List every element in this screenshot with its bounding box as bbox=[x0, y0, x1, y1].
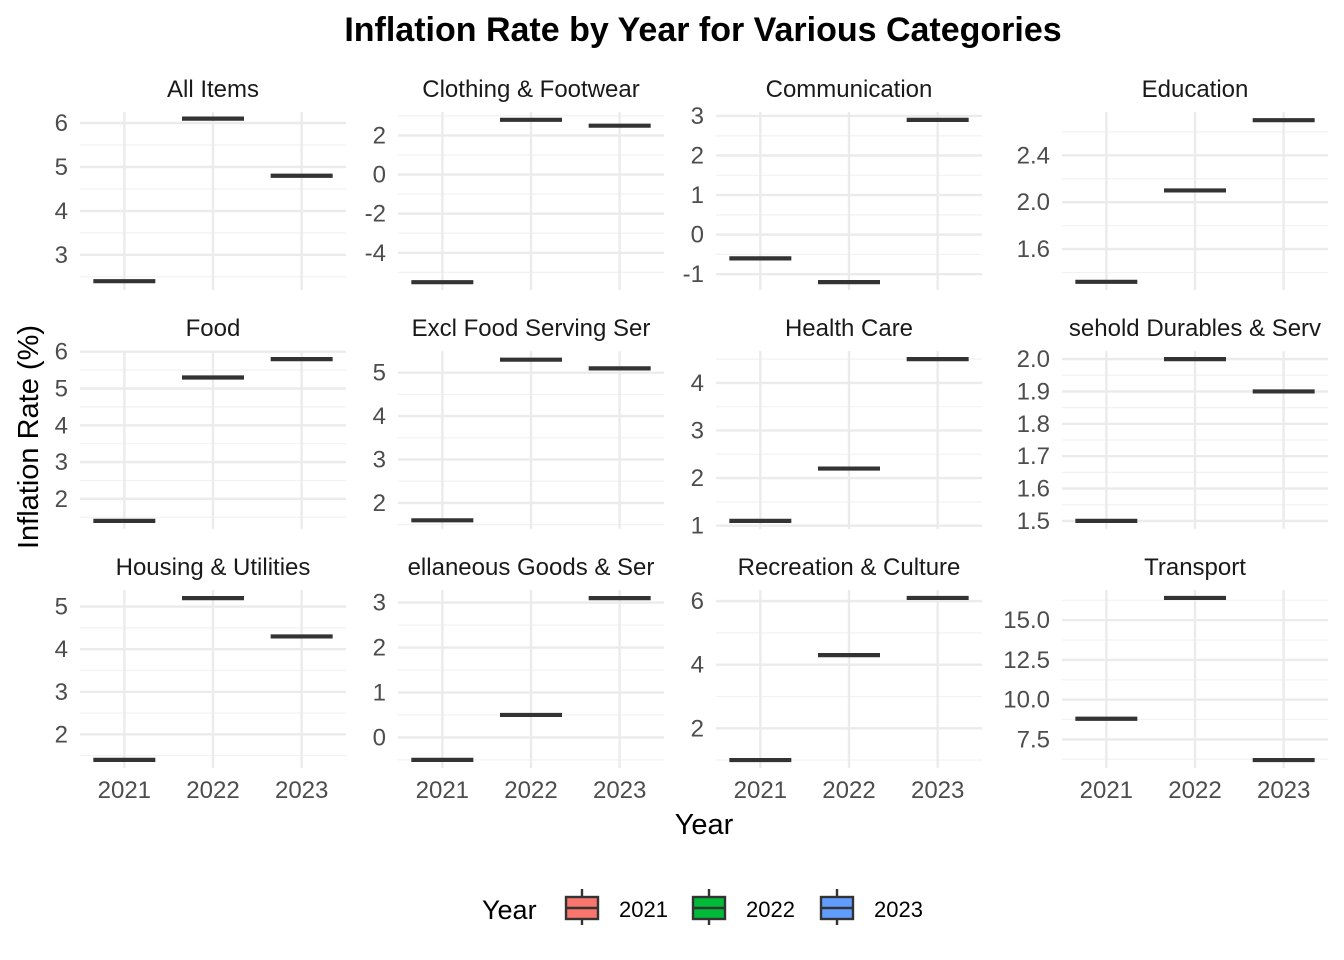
y-tick-label: 4 bbox=[55, 198, 68, 225]
facet-strip-label: All Items bbox=[167, 76, 259, 103]
y-tick-label: 1 bbox=[691, 182, 704, 209]
y-tick-label: 3 bbox=[691, 417, 704, 444]
y-tick-label: 10.0 bbox=[1003, 687, 1050, 714]
x-tick-label: 2021 bbox=[416, 777, 469, 804]
legend: Year 2021 2022 2023 bbox=[482, 889, 923, 925]
y-tick-label: 3 bbox=[55, 449, 68, 476]
x-tick-label: 2022 bbox=[186, 777, 239, 804]
y-tick-label: 2 bbox=[55, 486, 68, 513]
y-tick-label: 2 bbox=[373, 490, 386, 517]
x-tick-label: 2022 bbox=[504, 777, 557, 804]
panel-transport: Transport 7.5 10.0 12.5 15.0 2021 2022 2023 bbox=[1003, 554, 1328, 804]
y-tick-label: 1.7 bbox=[1017, 443, 1050, 470]
y-axis-title: Inflation Rate (%) bbox=[13, 325, 45, 549]
y-tick-label: 4 bbox=[691, 370, 704, 397]
facet-strip-label: sehold Durables & Serv bbox=[1069, 315, 1321, 342]
panel-recreation-culture: Recreation & Culture 2 4 6 2021 2022 2023 bbox=[691, 554, 982, 804]
facet-strip-label: Education bbox=[1142, 76, 1249, 103]
legend-label: 2021 bbox=[619, 897, 668, 922]
panel-housing-utilities: Housing & Utilities 2 3 4 5 2021 2022 2023 bbox=[55, 554, 346, 804]
legend-entry-2022: 2022 bbox=[691, 889, 795, 925]
y-tick-label: -4 bbox=[365, 240, 386, 267]
y-tick-label: 2 bbox=[373, 122, 386, 149]
y-tick-label: 4 bbox=[373, 403, 386, 430]
y-tick-label: 2.4 bbox=[1017, 142, 1050, 169]
y-tick-label: 3 bbox=[373, 590, 386, 617]
legend-label: 2022 bbox=[746, 897, 795, 922]
y-tick-label: 2 bbox=[691, 465, 704, 492]
y-tick-label: 4 bbox=[691, 652, 704, 679]
x-tick-label: 2021 bbox=[734, 777, 787, 804]
y-tick-label: 5 bbox=[55, 376, 68, 403]
legend-entry-2021: 2021 bbox=[564, 889, 668, 925]
y-tick-label: 5 bbox=[373, 360, 386, 387]
y-tick-label: 1 bbox=[691, 513, 704, 540]
y-tick-label: 7.5 bbox=[1017, 726, 1050, 753]
chart-title: Inflation Rate by Year for Various Categ… bbox=[344, 11, 1061, 49]
facet-strip-label: Transport bbox=[1144, 554, 1246, 581]
x-tick-label: 2021 bbox=[1080, 777, 1133, 804]
y-tick-label: 0 bbox=[691, 222, 704, 249]
panel-sehold-durables-serv: sehold Durables & Serv 1.5 1.6 1.7 1.8 1.9 2.0 bbox=[1017, 315, 1328, 535]
panel-communication: Communication -1 0 1 2 3 bbox=[683, 76, 982, 290]
y-tick-label: 6 bbox=[55, 339, 68, 366]
x-tick-label: 2023 bbox=[911, 777, 964, 804]
panel-education: Education 1.6 2.0 2.4 bbox=[1017, 76, 1328, 290]
facet-strip-label: Recreation & Culture bbox=[738, 554, 961, 581]
facet-strip-label: Housing & Utilities bbox=[116, 554, 311, 581]
y-tick-label: 2.0 bbox=[1017, 346, 1050, 373]
y-tick-label: 2.0 bbox=[1017, 189, 1050, 216]
y-tick-label: -2 bbox=[365, 201, 386, 228]
facet-strip-label: Health Care bbox=[785, 315, 913, 342]
y-tick-label: 1.9 bbox=[1017, 378, 1050, 405]
y-tick-label: 1 bbox=[373, 679, 386, 706]
facet-strip-label: Food bbox=[186, 315, 241, 342]
y-tick-label: 4 bbox=[55, 636, 68, 663]
x-axis-title: Year bbox=[675, 809, 734, 841]
y-tick-label: 1.6 bbox=[1017, 236, 1050, 263]
y-tick-label: 5 bbox=[55, 594, 68, 621]
panel-clothing-footwear: Clothing & Footwear -4 -2 0 2 bbox=[365, 76, 664, 290]
x-tick-label: 2023 bbox=[1257, 777, 1310, 804]
y-tick-label: 2 bbox=[691, 715, 704, 742]
y-tick-label: 0 bbox=[373, 162, 386, 189]
y-tick-label: 4 bbox=[55, 412, 68, 439]
facet-strip-label: Clothing & Footwear bbox=[422, 76, 639, 103]
legend-title: Year bbox=[482, 895, 537, 925]
y-tick-label: -1 bbox=[683, 261, 704, 288]
y-tick-label: 15.0 bbox=[1003, 607, 1050, 634]
y-tick-label: 1.5 bbox=[1017, 508, 1050, 535]
y-tick-label: 2 bbox=[691, 143, 704, 170]
y-tick-label: 5 bbox=[55, 154, 68, 181]
x-tick-label: 2023 bbox=[275, 777, 328, 804]
x-tick-label: 2023 bbox=[593, 777, 646, 804]
y-tick-label: 3 bbox=[373, 447, 386, 474]
y-tick-label: 1.8 bbox=[1017, 411, 1050, 438]
legend-entry-2023: 2023 bbox=[819, 889, 923, 925]
y-tick-label: 12.5 bbox=[1003, 647, 1050, 674]
y-tick-label: 3 bbox=[55, 242, 68, 269]
legend-label: 2023 bbox=[874, 897, 923, 922]
y-tick-label: 3 bbox=[55, 679, 68, 706]
x-tick-label: 2022 bbox=[1168, 777, 1221, 804]
y-tick-label: 3 bbox=[691, 103, 704, 130]
panel-food: Food 2 3 4 5 6 bbox=[55, 315, 346, 529]
x-tick-label: 2022 bbox=[822, 777, 875, 804]
y-tick-label: 1.6 bbox=[1017, 476, 1050, 503]
y-tick-label: 2 bbox=[55, 721, 68, 748]
panel-ellaneous-goods-ser: ellaneous Goods & Ser 0 1 2 3 2021 2022 2023 bbox=[373, 554, 664, 804]
facet-strip-label: ellaneous Goods & Ser bbox=[408, 554, 655, 581]
panel-all-items: All Items 3 4 5 6 bbox=[55, 76, 346, 290]
panel-excl-food-serving-ser: Excl Food Serving Ser 2 3 4 5 bbox=[373, 315, 664, 529]
y-tick-label: 6 bbox=[691, 588, 704, 615]
y-tick-label: 6 bbox=[55, 110, 68, 137]
x-tick-label: 2021 bbox=[98, 777, 151, 804]
panel-health-care: Health Care 1 2 3 4 bbox=[691, 315, 982, 540]
y-tick-label: 0 bbox=[373, 724, 386, 751]
facet-strip-label: Excl Food Serving Ser bbox=[412, 315, 651, 342]
y-tick-label: 2 bbox=[373, 635, 386, 662]
facet-strip-label: Communication bbox=[766, 76, 933, 103]
